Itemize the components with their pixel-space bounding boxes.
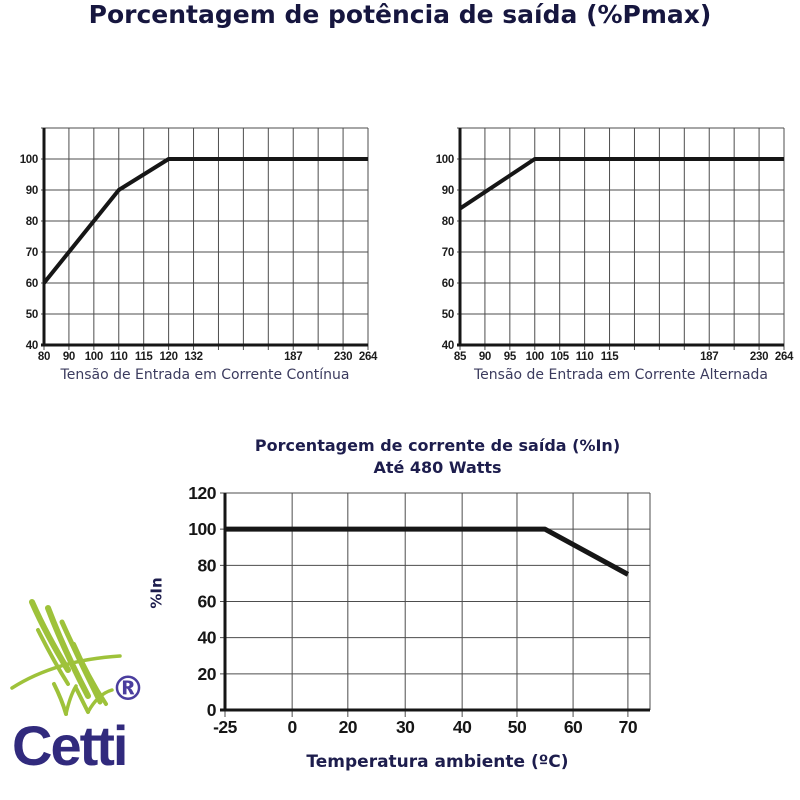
x-tick-label: 100 (526, 351, 544, 363)
x-tick-label: 20 (339, 717, 358, 737)
y-tick-label: 90 (26, 185, 38, 197)
y-tick-label: 60 (26, 278, 38, 290)
y-tick-label: 80 (26, 216, 38, 228)
y-tick-label: 40 (26, 340, 38, 352)
dc-chart-x-axis-caption: Tensão de Entrada em Corrente Contínua (60, 367, 350, 383)
x-tick-label: 95 (504, 351, 517, 363)
x-tick-label: 115 (135, 351, 154, 363)
y-tick-label: 0 (207, 700, 217, 720)
dc-voltage-chart: 40 50 60 70 80 90 100 80 90 100 110 115 120 132 187 230… (10, 118, 400, 368)
x-tick-label: 50 (508, 717, 527, 737)
x-tick-label: 230 (334, 351, 352, 363)
x-tick-label: 115 (601, 351, 620, 363)
y-tick-label: 80 (442, 216, 454, 228)
y-tick-label: 100 (20, 154, 38, 166)
y-tick-label: 100 (188, 519, 216, 539)
y-tick-label: 40 (198, 628, 217, 648)
x-tick-label: 30 (396, 717, 415, 737)
registered-trademark-icon: ® (111, 669, 145, 709)
temp-data-line (225, 526, 630, 577)
x-tick-label: 230 (750, 351, 768, 363)
page-title: Porcentagem de potência de saída (%Pmax) (88, 0, 712, 29)
dc-data-line (42, 157, 368, 285)
temp-chart-subtitle: Até 480 Watts (373, 458, 502, 477)
dc-voltage-chart-canvas: 40 50 60 70 80 90 100 80 90 100 110 115 120 132 187 230… (20, 127, 378, 363)
x-tick-label: 0 (288, 717, 298, 737)
x-tick-label: 120 (159, 351, 177, 363)
y-tick-label: 50 (442, 309, 454, 321)
x-tick-label: 60 (564, 717, 583, 737)
ac-voltage-chart-canvas: 40 50 60 70 80 90 100 85 90 95 100 105 110 115 187 230 2… (436, 127, 794, 363)
x-tick-label: 110 (110, 351, 128, 363)
y-tick-label: 120 (188, 484, 216, 503)
ac-data-line (458, 157, 784, 211)
y-tick-label: 60 (198, 592, 217, 612)
x-tick-label: 105 (551, 351, 570, 363)
x-tick-label: 80 (38, 351, 50, 363)
y-tick-label: 100 (436, 154, 454, 166)
y-tick-label: 60 (442, 278, 454, 290)
x-tick-label: 264 (359, 351, 378, 363)
cetti-logo: ® Cetti (8, 592, 178, 792)
x-tick-label: -25 (213, 717, 238, 737)
x-tick-label: 70 (619, 717, 638, 737)
y-tick-label: 50 (26, 309, 38, 321)
x-tick-label: 40 (453, 717, 472, 737)
y-tick-label: 40 (442, 340, 454, 352)
temp-chart-title: Porcentagem de corrente de saída (%In) (254, 436, 621, 455)
logo-scribble-icon (10, 599, 122, 716)
y-tick-label: 70 (26, 247, 38, 259)
ac-voltage-chart: 40 50 60 70 80 90 100 85 90 95 100 105 110 115 187 230 2… (426, 118, 800, 368)
temp-chart-x-axis-caption: Temperatura ambiente (ºC) (306, 752, 569, 772)
x-tick-label: 264 (775, 351, 794, 363)
ac-chart-x-axis-caption: Tensão de Entrada em Corrente Alternada (474, 367, 768, 383)
x-tick-label: 90 (479, 351, 491, 363)
x-tick-label: 110 (576, 351, 594, 363)
x-tick-label: 90 (63, 351, 75, 363)
temperature-derating-chart: Porcentagem de corrente de saída (%In) A… (140, 436, 680, 788)
y-tick-label: 20 (198, 664, 217, 684)
brand-name: Cetti (12, 714, 128, 777)
y-tick-label: 70 (442, 247, 454, 259)
x-tick-label: 132 (184, 351, 202, 363)
y-tick-label: 90 (442, 185, 454, 197)
x-tick-label: 100 (85, 351, 103, 363)
x-tick-label: 187 (284, 351, 302, 363)
x-tick-label: 85 (454, 351, 467, 363)
x-tick-label: 187 (700, 351, 718, 363)
y-tick-label: 80 (198, 555, 217, 575)
